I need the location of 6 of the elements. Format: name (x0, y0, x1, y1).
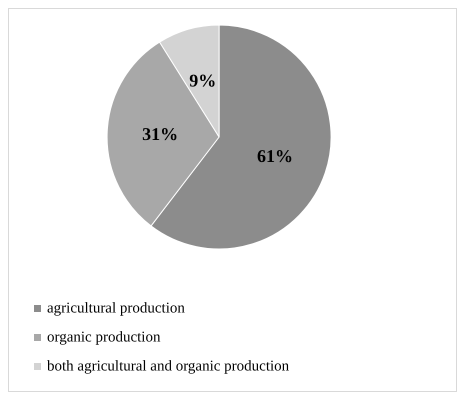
data-label: 31% (142, 124, 178, 144)
legend-label: both agricultural and organic production (47, 358, 290, 374)
legend-label: agricultural production (47, 300, 186, 316)
legend-label: organic production (47, 330, 161, 346)
data-label: 9% (189, 70, 216, 90)
data-label: 61% (256, 146, 293, 166)
